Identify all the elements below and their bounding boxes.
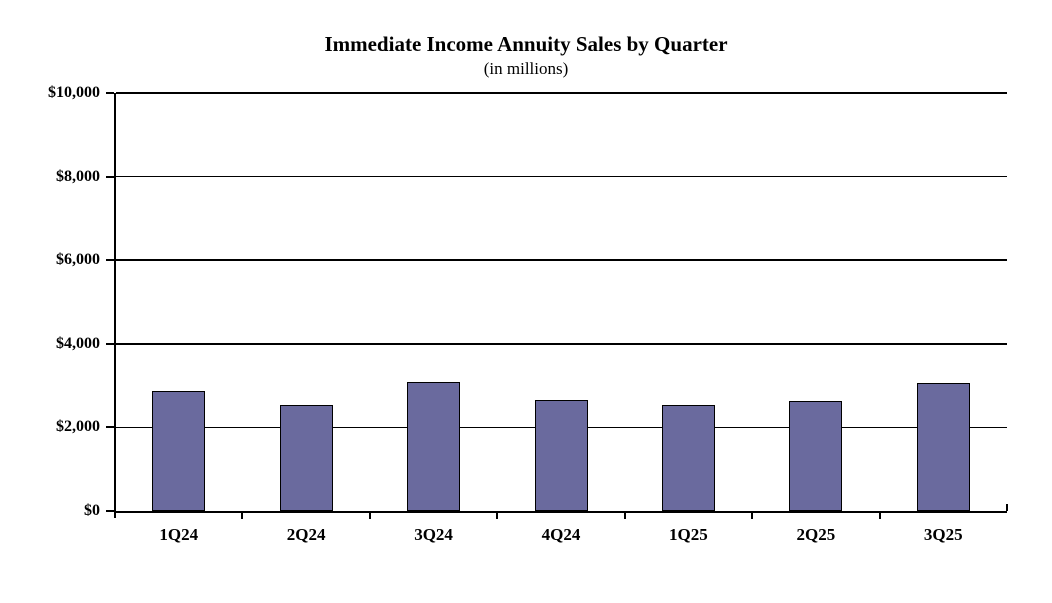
bar <box>407 381 461 511</box>
y-axis-tick <box>106 510 114 512</box>
bar <box>152 390 206 511</box>
y-axis-line <box>113 93 116 518</box>
x-axis-label: 2Q24 <box>286 525 326 544</box>
y-axis-tick <box>106 92 114 94</box>
y-axis-label: $10,000 <box>48 84 100 101</box>
y-gridline <box>116 175 1007 178</box>
x-axis-tick <box>878 512 881 519</box>
y-axis-label: $4,000 <box>56 334 100 352</box>
x-axis-label: 3Q24 <box>414 525 453 544</box>
y-axis-tick <box>106 259 114 262</box>
x-axis-tick <box>368 512 371 519</box>
y-axis-tick <box>106 175 114 178</box>
bar <box>916 383 970 511</box>
x-axis-label: 2Q25 <box>796 525 836 544</box>
bar <box>279 404 333 511</box>
x-axis-label: 3Q25 <box>923 525 963 544</box>
x-axis-label: 1Q25 <box>669 525 708 544</box>
y-gridline <box>116 343 1007 345</box>
y-gridline <box>116 92 1007 94</box>
x-axis-tick <box>623 512 626 519</box>
bar <box>661 405 715 511</box>
bar <box>789 401 843 511</box>
x-axis-tick <box>496 512 499 519</box>
y-axis-label: $6,000 <box>56 251 100 269</box>
y-axis-label: $0 <box>84 502 100 519</box>
chart-subtitle: (in millions) <box>483 59 569 78</box>
x-axis-label: 1Q24 <box>159 525 199 544</box>
x-axis-line <box>113 510 1007 513</box>
y-axis-label: $2,000 <box>56 418 100 436</box>
x-axis-tick <box>751 512 754 519</box>
chart-title: Immediate Income Annuity Sales by Quarte… <box>324 32 728 56</box>
y-axis-label: $8,000 <box>56 167 100 185</box>
y-axis-tick <box>106 342 114 345</box>
x-axis-tick <box>241 512 244 519</box>
y-gridline <box>116 259 1007 261</box>
y-axis-tick <box>106 426 114 429</box>
x-axis-end-tick <box>1005 504 1008 511</box>
x-axis-label: 4Q24 <box>541 525 581 544</box>
bar <box>534 399 588 511</box>
